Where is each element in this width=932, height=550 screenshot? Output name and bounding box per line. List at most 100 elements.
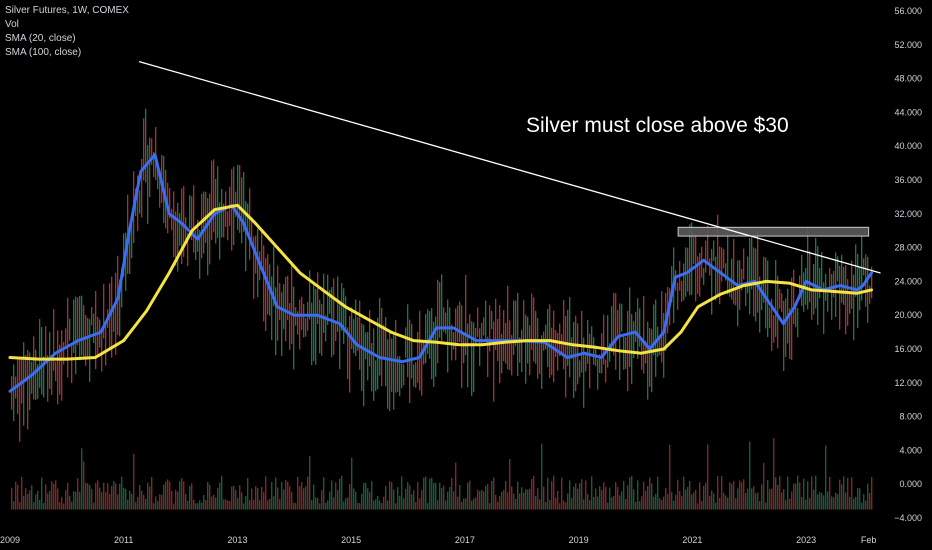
volume-bar bbox=[551, 481, 553, 510]
volume-bar bbox=[679, 490, 681, 510]
y-tick-label: 12.000 bbox=[894, 378, 922, 388]
volume-bar bbox=[111, 485, 113, 510]
volume-bar bbox=[85, 482, 87, 510]
volume-bar bbox=[717, 476, 719, 510]
volume-bar bbox=[139, 485, 141, 510]
y-tick-label: 24.000 bbox=[894, 276, 922, 286]
volume-bar bbox=[41, 477, 43, 510]
volume-bar bbox=[403, 498, 405, 510]
volume-bar bbox=[847, 477, 849, 510]
volume-bar bbox=[531, 478, 533, 510]
volume-bar bbox=[249, 500, 251, 510]
volume-bar bbox=[127, 499, 129, 510]
volume-bar bbox=[425, 476, 427, 510]
volume-bar bbox=[61, 497, 63, 510]
volume-bar bbox=[705, 482, 707, 510]
volume-bar bbox=[77, 478, 79, 510]
volume-bar bbox=[231, 486, 233, 510]
volume-bar bbox=[81, 448, 83, 510]
volume-bar bbox=[461, 501, 463, 510]
volume-bar bbox=[817, 494, 819, 510]
volume-bar bbox=[157, 501, 159, 510]
volume-bar bbox=[667, 493, 669, 510]
volume-bar bbox=[405, 488, 407, 510]
volume-bar bbox=[805, 499, 807, 510]
volume-bar bbox=[857, 487, 859, 510]
volume-bar bbox=[401, 476, 403, 510]
volume-bar bbox=[771, 488, 773, 510]
volume-bar bbox=[115, 483, 117, 510]
volume-bar bbox=[541, 443, 543, 510]
volume-bar bbox=[725, 495, 727, 510]
volume-bar bbox=[749, 441, 751, 510]
volume-bar bbox=[383, 496, 385, 510]
volume-bar bbox=[685, 489, 687, 510]
volume-bar bbox=[521, 487, 523, 510]
volume-bar bbox=[465, 498, 467, 510]
volume-bar bbox=[299, 486, 301, 510]
volume-bar bbox=[291, 492, 293, 510]
volume-bar bbox=[107, 483, 109, 510]
volume-bar bbox=[599, 486, 601, 510]
volume-bar bbox=[755, 493, 757, 510]
volume-bar bbox=[821, 492, 823, 510]
volume-bar bbox=[75, 491, 77, 510]
volume-bar bbox=[519, 493, 521, 510]
volume-bar bbox=[867, 483, 869, 510]
volume-bar bbox=[693, 492, 695, 510]
volume-bar bbox=[563, 500, 565, 510]
volume-bar bbox=[823, 495, 825, 510]
volume-bar bbox=[573, 486, 575, 510]
volume-bar bbox=[611, 497, 613, 510]
volume-bar bbox=[29, 490, 31, 510]
volume-bar bbox=[145, 498, 147, 510]
volume-bar bbox=[827, 491, 829, 510]
volume-bar bbox=[629, 477, 631, 510]
volume-bar bbox=[473, 498, 475, 510]
volume-bar bbox=[135, 502, 137, 510]
y-tick-label: 4.000 bbox=[899, 445, 922, 455]
volume-bar bbox=[327, 500, 329, 510]
volume-bar bbox=[759, 500, 761, 510]
volume-bar bbox=[707, 444, 709, 510]
volume-bar bbox=[223, 499, 225, 510]
volume-bar bbox=[515, 498, 517, 510]
legend-sma20: SMA (20, close) bbox=[5, 33, 76, 44]
volume-bar bbox=[167, 479, 169, 510]
volume-bar bbox=[279, 499, 281, 510]
volume-bar bbox=[253, 499, 255, 510]
volume-bar bbox=[505, 481, 507, 510]
volume-bar bbox=[91, 488, 93, 510]
volume-bar bbox=[161, 494, 163, 510]
volume-bar bbox=[523, 492, 525, 510]
volume-bar bbox=[807, 481, 809, 510]
x-tick-label: 2015 bbox=[341, 535, 361, 545]
volume-bar bbox=[731, 483, 733, 510]
volume-bar bbox=[297, 476, 299, 510]
volume-bar bbox=[315, 497, 317, 510]
volume-bar bbox=[463, 498, 465, 510]
volume-bar bbox=[45, 484, 47, 510]
volume-bar bbox=[203, 495, 205, 510]
volume-bar bbox=[89, 485, 91, 510]
volume-bar bbox=[687, 486, 689, 510]
volume-bar bbox=[689, 480, 691, 510]
volume-bar bbox=[675, 494, 677, 510]
volume-bar bbox=[477, 489, 479, 510]
volume-bar bbox=[547, 477, 549, 510]
volume-bar bbox=[593, 497, 595, 510]
sma20-line bbox=[8, 153, 873, 393]
volume-bar bbox=[347, 497, 349, 510]
volume-bar bbox=[677, 479, 679, 510]
volume-bar bbox=[747, 488, 749, 510]
volume-bar bbox=[319, 503, 321, 510]
volume-bar bbox=[833, 497, 835, 510]
volume-bar bbox=[447, 491, 449, 510]
volume-bar bbox=[813, 489, 815, 510]
volume-bar bbox=[265, 476, 267, 510]
volume-bar bbox=[407, 482, 409, 510]
volume-bar bbox=[831, 496, 833, 510]
volume-bar bbox=[143, 495, 145, 510]
volume-bar bbox=[191, 483, 193, 510]
